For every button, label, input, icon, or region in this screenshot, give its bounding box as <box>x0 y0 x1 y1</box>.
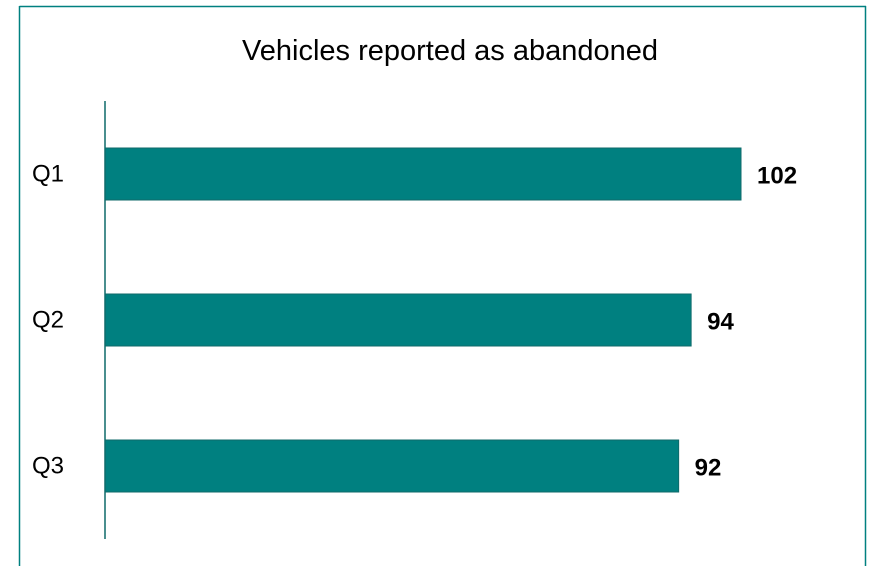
category-label-q1: Q1 <box>32 161 64 188</box>
bar-q1 <box>104 147 742 201</box>
bars-layer: Q1 102 Q2 94 Q3 92 <box>32 147 797 493</box>
chart-title: Vehicles reported as abandoned <box>242 35 658 67</box>
bar-q2 <box>104 293 692 347</box>
value-label-q3: 92 <box>695 455 722 482</box>
bar-q3 <box>104 439 680 493</box>
value-label-q1: 102 <box>757 163 797 190</box>
value-label-q2: 94 <box>707 309 734 336</box>
category-label-q3: Q3 <box>32 453 64 480</box>
category-label-q2: Q2 <box>32 307 64 334</box>
